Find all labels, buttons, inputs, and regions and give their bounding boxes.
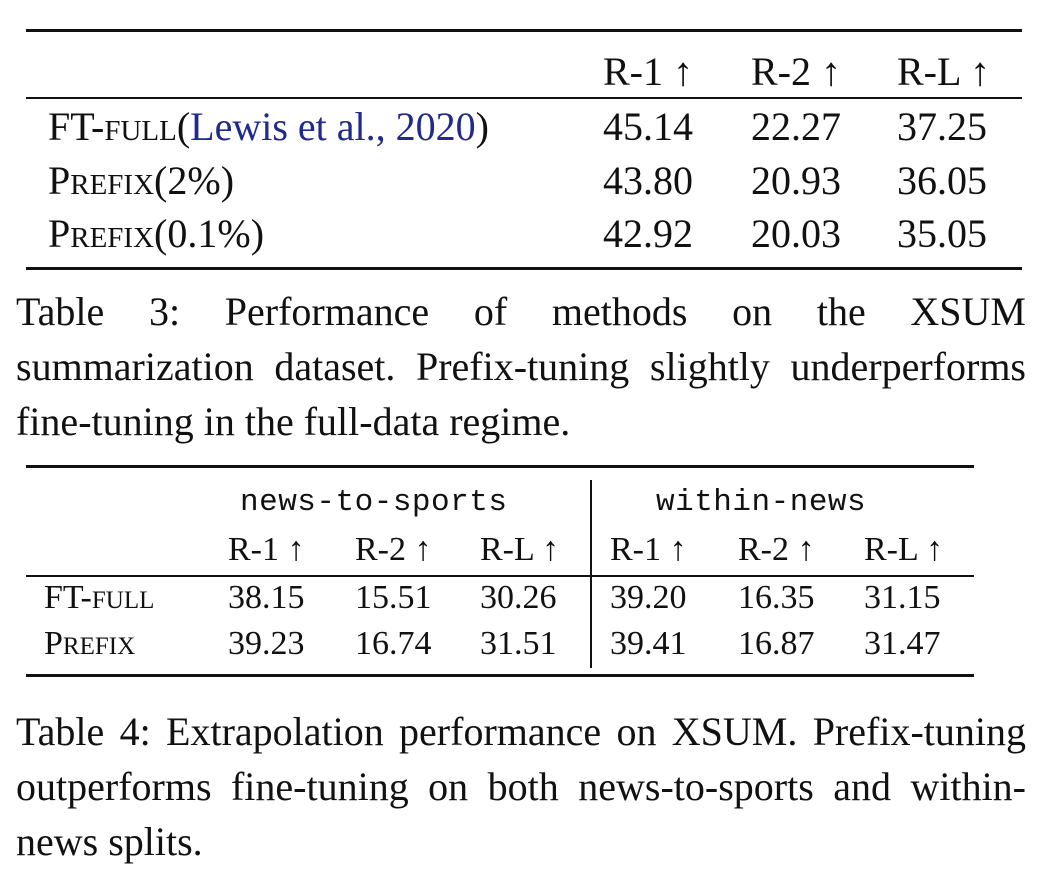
table-cell: 20.03 <box>751 211 841 256</box>
table-cell: 37.25 <box>897 104 987 149</box>
header-rl: R-L ↑ <box>480 531 560 568</box>
table-cell: 39.41 <box>610 625 687 662</box>
mid-rule <box>26 575 974 577</box>
table-cell: 20.93 <box>751 158 841 203</box>
column-divider <box>590 480 592 668</box>
table-row-label: PREFIX <box>44 625 136 662</box>
header-r1: R-1 ↑ <box>603 49 693 94</box>
top-rule <box>26 29 1022 32</box>
table-cell: 35.05 <box>897 211 987 256</box>
table-row-label: PREFIX(2%) <box>48 158 235 203</box>
table-row-label: FT-FULL(Lewis et al., 2020) <box>48 104 489 149</box>
table-cell: 31.47 <box>864 625 941 662</box>
table-3-caption: Table 3: Performance of methods on the X… <box>16 289 1026 444</box>
table-cell: 45.14 <box>603 104 693 149</box>
table-cell: 31.15 <box>864 579 941 616</box>
table-4-caption: Table 4: Extrapolation performance on XS… <box>16 709 1026 864</box>
table-cell: 43.80 <box>603 158 693 203</box>
table-cell: 39.23 <box>228 625 305 662</box>
header-r2: R-2 ↑ <box>751 49 841 94</box>
table-cell: 31.51 <box>480 625 557 662</box>
table-cell: 15.51 <box>355 579 432 616</box>
group-header-news-to-sports: news-to-sports <box>240 485 508 520</box>
table-cell: 38.15 <box>228 579 305 616</box>
header-rl: R-L ↑ <box>897 49 990 94</box>
top-rule <box>26 465 974 468</box>
table-cell: 22.27 <box>751 104 841 149</box>
table-row-label: FT-FULL <box>44 579 155 616</box>
table-row-label: PREFIX(0.1%) <box>48 211 265 256</box>
bottom-rule <box>26 267 1022 270</box>
header-r1: R-1 ↑ <box>228 531 305 568</box>
table-cell: 36.05 <box>897 158 987 203</box>
bottom-rule <box>26 674 974 677</box>
header-r2: R-2 ↑ <box>738 531 815 568</box>
group-header-within-news: within-news <box>656 485 867 520</box>
header-r1: R-1 ↑ <box>610 531 687 568</box>
table-cell: 16.74 <box>355 625 432 662</box>
table-cell: 39.20 <box>610 579 687 616</box>
mid-rule <box>26 97 1022 99</box>
table-cell: 16.87 <box>738 625 815 662</box>
table-cell: 16.35 <box>738 579 815 616</box>
table-cell: 30.26 <box>480 579 557 616</box>
header-rl: R-L ↑ <box>864 531 944 568</box>
table-cell: 42.92 <box>603 211 693 256</box>
citation-link[interactable]: Lewis et al., 2020 <box>190 104 476 149</box>
header-r2: R-2 ↑ <box>355 531 432 568</box>
